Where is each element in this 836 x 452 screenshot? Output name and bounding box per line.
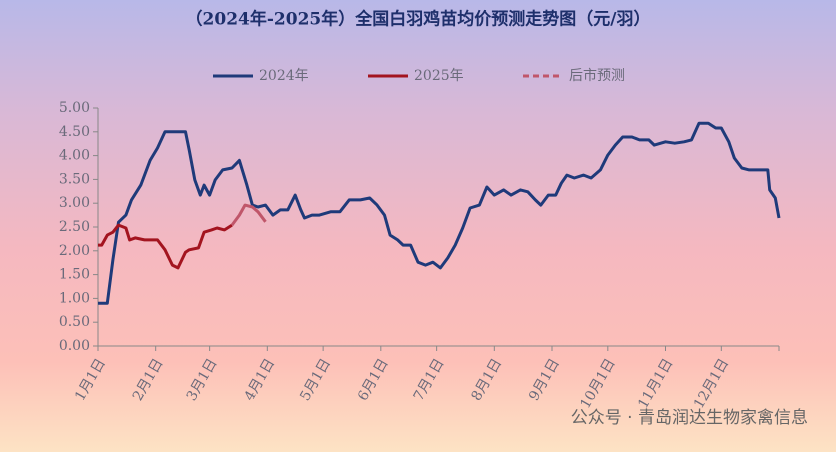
y-tick-label: 1.50	[59, 267, 90, 283]
x-tick-label: 12月1日	[691, 356, 732, 411]
legend-label: 2025年	[414, 68, 464, 84]
x-tick-label: 4月1日	[241, 356, 278, 404]
y-tick-label: 4.50	[59, 124, 90, 140]
x-tick-label: 10月1日	[578, 356, 619, 411]
x-tick-label: 1月1日	[72, 356, 109, 404]
y-tick-label: 1.00	[59, 290, 90, 306]
x-tick-label: 6月1日	[355, 356, 392, 404]
x-tick-label: 9月1日	[526, 356, 563, 404]
chart-title: （2024年-2025年）全国白羽鸡苗均价预测走势图（元/羽）	[186, 9, 651, 30]
y-tick-label: 3.00	[59, 195, 90, 211]
y-tick-label: 0.00	[59, 338, 90, 354]
series-line	[98, 223, 233, 270]
legend-label: 2024年	[259, 68, 309, 84]
series-line	[230, 203, 267, 226]
x-tick-label: 8月1日	[468, 356, 505, 404]
y-tick-label: 5.00	[59, 100, 90, 116]
series-line	[98, 121, 781, 305]
x-tick-label: 3月1日	[184, 356, 221, 404]
x-tick-label: 11月1日	[635, 356, 676, 411]
x-tick-label: 7月1日	[411, 356, 448, 404]
y-tick-label: 2.00	[59, 243, 90, 259]
y-tick-label: 3.50	[59, 171, 90, 187]
legend-label: 后市预测	[569, 67, 625, 84]
y-tick-label: 4.00	[59, 148, 90, 164]
y-tick-label: 2.50	[59, 219, 90, 235]
x-tick-label: 5月1日	[297, 356, 334, 404]
watermark: 公众号 · 青岛润达生物家禽信息	[571, 408, 808, 428]
x-tick-label: 2月1日	[130, 356, 167, 404]
y-tick-label: 0.50	[59, 314, 90, 330]
